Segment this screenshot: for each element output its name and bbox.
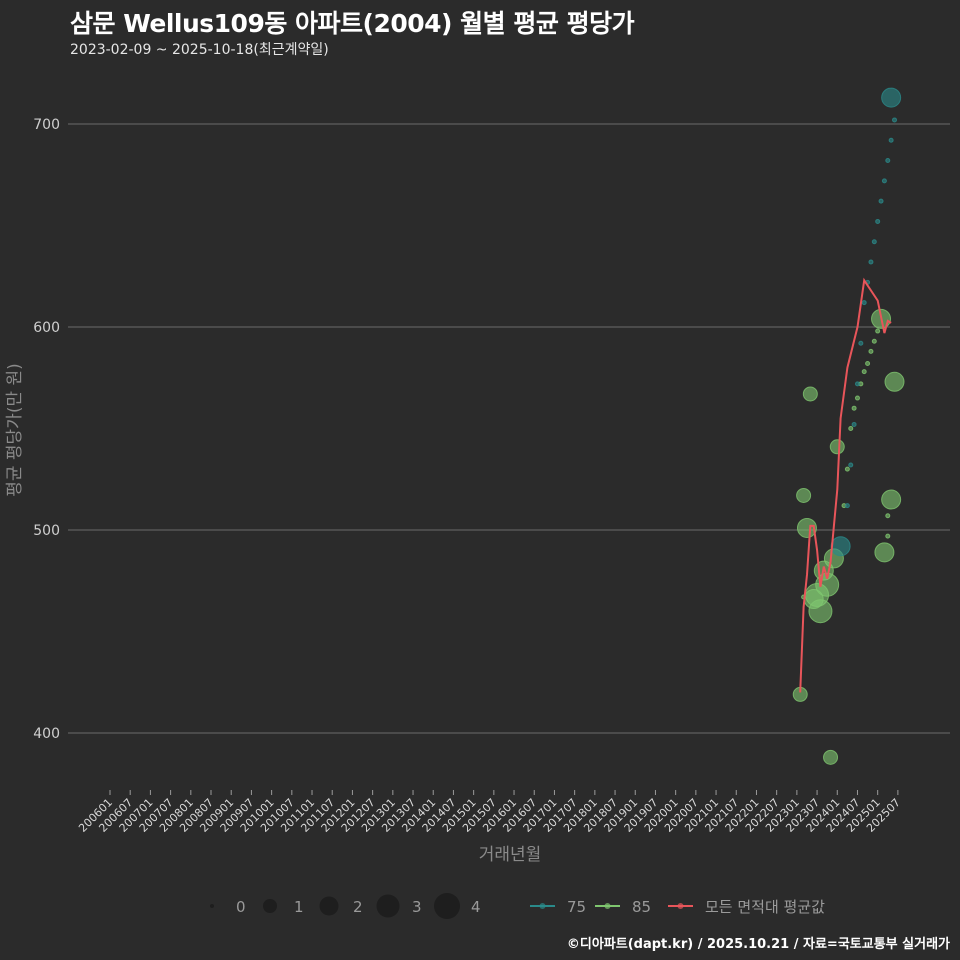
legend-color-label: 모든 면적대 평균값 xyxy=(705,898,825,916)
data-point xyxy=(823,749,839,765)
y-tick-label: 600 xyxy=(33,320,60,336)
y-axis-ticks: 400 500 600 700 xyxy=(33,117,60,742)
data-point xyxy=(881,489,902,510)
legend-size-key xyxy=(434,893,460,919)
legend-color-label: 75 xyxy=(567,898,586,916)
data-point xyxy=(830,536,851,557)
series-75-points xyxy=(830,87,902,557)
data-point xyxy=(878,198,884,204)
legend: 0 1 2 3 4 75 85 모든 면적대 평균값 xyxy=(210,893,825,919)
data-point xyxy=(885,533,891,539)
data-point xyxy=(829,439,845,455)
legend-size-key xyxy=(376,894,400,918)
chart-title: 삼문 Wellus109동 아파트(2004) 월별 평균 평당가 xyxy=(70,9,635,38)
data-point xyxy=(851,405,857,411)
data-point xyxy=(892,117,898,123)
legend-size-label: 4 xyxy=(471,898,481,916)
data-point xyxy=(848,462,854,468)
legend-size-label: 0 xyxy=(236,898,246,916)
data-point xyxy=(874,542,895,563)
legend-size-key xyxy=(210,904,214,908)
source-credit: ©디아파트(dapt.kr) / 2025.10.21 / 자료=국토교통부 실… xyxy=(566,937,950,952)
x-axis-label: 거래년월 xyxy=(479,845,542,865)
legend-color-dot xyxy=(677,903,684,909)
data-point xyxy=(808,599,833,624)
data-point xyxy=(868,259,874,265)
data-point xyxy=(844,466,850,472)
y-axis-label: 평균 평당가(만 원) xyxy=(5,363,25,497)
data-point xyxy=(875,328,881,334)
data-point xyxy=(868,348,874,354)
grid-lines xyxy=(68,123,950,734)
x-axis-ticks: 2006012006072007012007072008012008072009… xyxy=(76,790,903,835)
chart-subtitle: 2023-02-09 ~ 2025-10-18(최근계약일) xyxy=(70,42,329,58)
data-point xyxy=(881,87,902,108)
data-point xyxy=(861,300,867,306)
data-point xyxy=(884,371,905,392)
y-tick-label: 400 xyxy=(33,726,60,742)
series-85-points xyxy=(792,308,905,765)
data-point xyxy=(861,369,867,375)
legend-size-label: 2 xyxy=(353,898,363,916)
y-tick-label: 500 xyxy=(33,523,60,539)
data-point xyxy=(865,361,871,367)
legend-color-dot xyxy=(604,903,611,909)
legend-size-key xyxy=(319,896,339,916)
data-point xyxy=(885,513,891,519)
data-point xyxy=(796,517,817,538)
data-point xyxy=(796,487,812,503)
legend-color-label: 85 xyxy=(632,898,651,916)
data-point xyxy=(871,338,877,344)
legend-size-label: 3 xyxy=(412,898,422,916)
data-point xyxy=(885,158,891,164)
legend-size-label: 1 xyxy=(294,898,304,916)
average-line xyxy=(799,277,892,693)
legend-color-dot xyxy=(539,903,546,909)
y-tick-label: 700 xyxy=(33,117,60,133)
data-point xyxy=(881,178,887,184)
data-point xyxy=(888,137,894,143)
data-point xyxy=(851,421,857,427)
data-point xyxy=(854,381,860,387)
data-point xyxy=(858,340,864,346)
data-point xyxy=(844,503,850,509)
data-point xyxy=(848,426,854,431)
data-point xyxy=(802,386,818,402)
data-point xyxy=(871,239,877,245)
legend-size-key xyxy=(263,899,277,913)
data-point xyxy=(875,218,881,224)
data-point xyxy=(854,395,860,401)
